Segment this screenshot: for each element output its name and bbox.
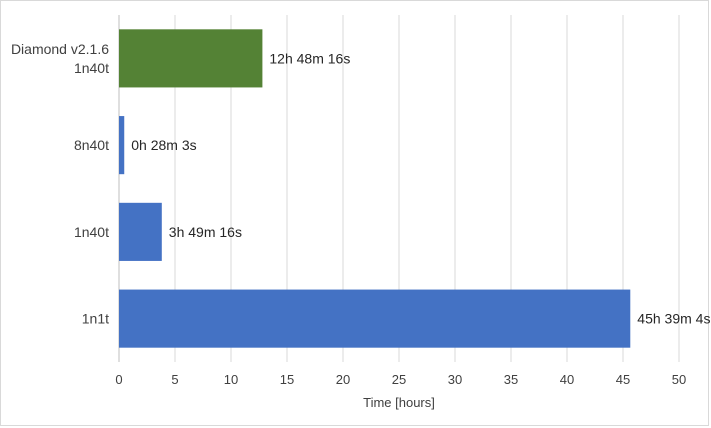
data-label: 45h 39m 4s [637, 311, 710, 327]
category-label: 1n1t [82, 311, 109, 327]
x-tick-label: 20 [336, 372, 350, 387]
data-label: 0h 28m 3s [131, 137, 196, 153]
bar [119, 116, 125, 175]
data-labels: 12h 48m 16s 0h 28m 3s 3h 49m 16s 45h 39m 4s [131, 50, 710, 326]
data-label: 12h 48m 16s [269, 50, 350, 66]
data-label: 3h 49m 16s [169, 224, 242, 240]
x-axis-title: Time [hours] [363, 395, 435, 410]
category-label: 1n40t [74, 224, 109, 240]
x-tick-label: 0 [115, 372, 122, 387]
x-tick-label: 25 [392, 372, 406, 387]
x-tick-label: 15 [280, 372, 294, 387]
category-label: 8n40t [74, 137, 109, 153]
x-tick-label: 30 [448, 372, 462, 387]
x-tick-label: 5 [171, 372, 178, 387]
x-tick-label: 10 [224, 372, 238, 387]
bars [119, 29, 631, 348]
x-tick-label: 50 [672, 372, 686, 387]
x-tick-label: 45 [616, 372, 630, 387]
x-tick-label: 40 [560, 372, 574, 387]
x-tick-labels: 0 5 10 15 20 25 30 35 40 45 50 [115, 372, 686, 387]
category-label: 1n40t [74, 60, 109, 76]
category-labels: Diamond v2.1.6 1n40t 8n40t 1n40t 1n1t [11, 41, 109, 327]
bar [119, 289, 631, 348]
category-label: Diamond v2.1.6 [11, 41, 109, 57]
x-tick-label: 35 [504, 372, 518, 387]
bar [119, 202, 162, 261]
bar [119, 29, 263, 88]
